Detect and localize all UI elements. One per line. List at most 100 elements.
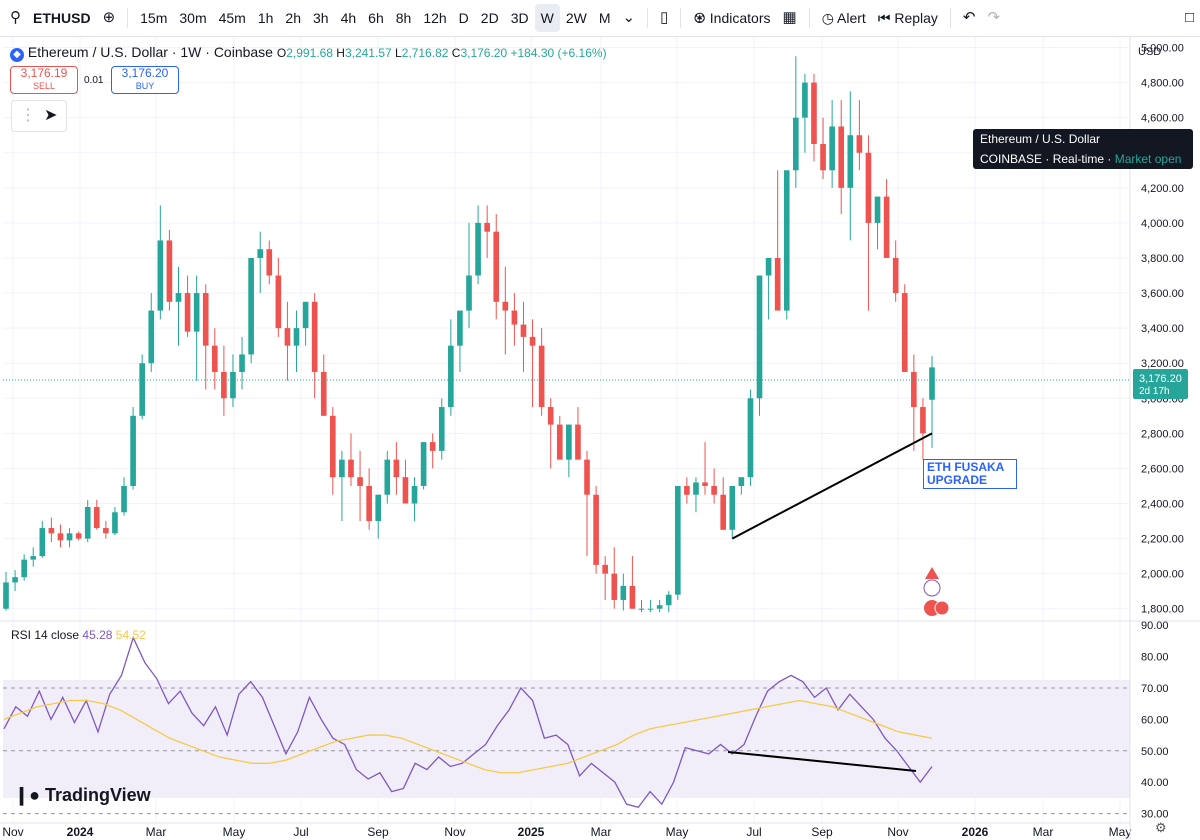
interval-2W[interactable]: 2W: [565, 10, 587, 26]
sell-button[interactable]: 3,176.19 SELL: [10, 66, 78, 94]
toolbar-divider: [808, 8, 810, 28]
interval-2h[interactable]: 2h: [285, 10, 301, 26]
interval-12h[interactable]: 12h: [423, 10, 447, 26]
time-tick-label: May: [223, 825, 246, 839]
buy-button[interactable]: 3,176.20 BUY: [111, 66, 179, 94]
candle-body: [674, 485, 681, 595]
candle-body: [175, 293, 182, 302]
candle-body: [130, 415, 136, 486]
interval-M[interactable]: M: [598, 10, 611, 26]
rsi-tick-label: 40.00: [1141, 777, 1169, 789]
symbol-search[interactable]: ETHUSD: [33, 10, 91, 26]
candle-body: [847, 135, 854, 188]
redo-icon[interactable]: ↷: [987, 9, 1001, 26]
buy-label: BUY: [135, 81, 155, 91]
tooltip-title: Ethereum / U.S. Dollar: [980, 132, 1101, 146]
price-tick-label: 4,800.00: [1141, 78, 1184, 90]
layouts-icon[interactable]: ▦: [782, 9, 797, 26]
gear-icon[interactable]: ⚙: [1155, 820, 1167, 835]
legend-title: Ethereum / U.S. Dollar · 1W · Coinbase: [27, 44, 273, 60]
alert-button[interactable]: ◷ Alert: [816, 4, 872, 32]
candle-body: [221, 371, 227, 399]
candle-body: [520, 324, 527, 337]
search-icon[interactable]: ⚲: [10, 9, 21, 26]
interval-45m[interactable]: 45m: [218, 10, 246, 26]
candle-body: [148, 310, 155, 364]
rsi-tick-label: 90.00: [1141, 620, 1169, 632]
fullscreen-icon[interactable]: □: [1184, 9, 1194, 26]
annotation-label[interactable]: ETH FUSAKA UPGRADE: [923, 459, 1017, 489]
candle-body: [248, 257, 254, 355]
coin-icon: ◆: [10, 48, 24, 62]
buy-price: 3,176.20: [121, 66, 169, 80]
currency-select[interactable]: USD: [1138, 46, 1162, 58]
price-tick-label: 2,000.00: [1141, 569, 1184, 581]
legend: ◆ Ethereum / U.S. Dollar · 1W · Coinbase…: [10, 44, 607, 62]
candle-body: [484, 222, 490, 232]
undo-icon[interactable]: ↶: [962, 9, 976, 26]
event-flash-icon[interactable]: [923, 579, 941, 597]
candle-body: [820, 143, 826, 171]
candle-body: [901, 293, 908, 372]
candle-body: [402, 477, 409, 504]
candle-body: [602, 564, 608, 574]
interval-2D[interactable]: 2D: [480, 10, 499, 26]
rsi-tick-label: 30.00: [1141, 809, 1169, 821]
candle-body: [529, 336, 536, 346]
price-tick-label: 4,000.00: [1141, 218, 1184, 230]
candle-body: [348, 459, 354, 478]
candle-body: [339, 459, 345, 478]
rsi-legend: RSI 14 close 45.28 54.52: [11, 628, 146, 642]
rsi-trendline[interactable]: [727, 751, 917, 772]
candle-body: [729, 485, 736, 530]
candle-body: [57, 533, 64, 541]
time-tick-label: Sep: [811, 825, 833, 839]
candle-body: [202, 293, 209, 346]
candle-style-icon[interactable]: ▯: [660, 9, 669, 26]
candle-body: [239, 354, 245, 372]
interval-8h[interactable]: 8h: [395, 10, 412, 26]
event-triangle-icon[interactable]: [925, 567, 939, 579]
trendline[interactable]: [731, 432, 933, 540]
candle-body: [12, 577, 18, 583]
interval-3h[interactable]: 3h: [313, 10, 329, 26]
rsi-label: RSI 14 close: [11, 628, 80, 642]
drag-handle-icon[interactable]: ⋮: [20, 107, 36, 124]
time-tick-label: 2024: [67, 825, 94, 839]
alert-label: Alert: [837, 10, 866, 26]
time-tick-label: Sep: [367, 825, 389, 839]
interval-W[interactable]: W: [534, 4, 560, 32]
interval-group: 15m 30m 45m 1h 2h 3h 4h 6h 8h 12h D 2D 3D W 2W M: [134, 4, 616, 32]
interval-D[interactable]: D: [458, 10, 469, 26]
replay-button[interactable]: ⏮ Replay: [872, 4, 944, 32]
rsi-line: [3, 635, 933, 809]
chevron-down-icon[interactable]: ⌄: [622, 9, 636, 26]
candle-body: [211, 345, 218, 372]
time-tick-label: Jul: [293, 825, 308, 839]
cursor-tool[interactable]: ⋮ ➤: [11, 100, 67, 132]
interval-3D[interactable]: 3D: [510, 10, 529, 26]
event-icons[interactable]: [923, 567, 950, 616]
candle-body: [647, 608, 654, 610]
add-symbol-icon[interactable]: ⊕: [102, 9, 116, 26]
tooltip-realtime: Real-time: [1052, 152, 1105, 166]
price-tick-label: 3,400.00: [1141, 323, 1184, 335]
indicators-button[interactable]: ♼ Indicators: [687, 4, 776, 32]
open-value: 2,991.68: [286, 46, 333, 60]
interval-1h[interactable]: 1h: [257, 10, 274, 26]
rsi-tick-label: 50.00: [1141, 746, 1169, 758]
replay-label: Replay: [894, 10, 938, 26]
interval-6h[interactable]: 6h: [368, 10, 384, 26]
interval-15m[interactable]: 15m: [140, 10, 168, 26]
event-flag-icon[interactable]: [934, 600, 950, 616]
candle-body: [84, 507, 91, 539]
interval-4h[interactable]: 4h: [340, 10, 357, 26]
interval-30m[interactable]: 30m: [179, 10, 207, 26]
candle-body: [566, 424, 572, 460]
candle-body: [21, 559, 27, 578]
price-chart[interactable]: 1,800.00 2,000.00 2,200.00 2,400.00 2,600.00…: [0, 37, 1200, 840]
countdown-label: 2d 17h: [1139, 386, 1170, 397]
tooltip-exchange: COINBASE: [980, 152, 1043, 166]
candle-body: [911, 371, 917, 408]
cursor-arrow-icon[interactable]: ➤: [44, 107, 58, 124]
